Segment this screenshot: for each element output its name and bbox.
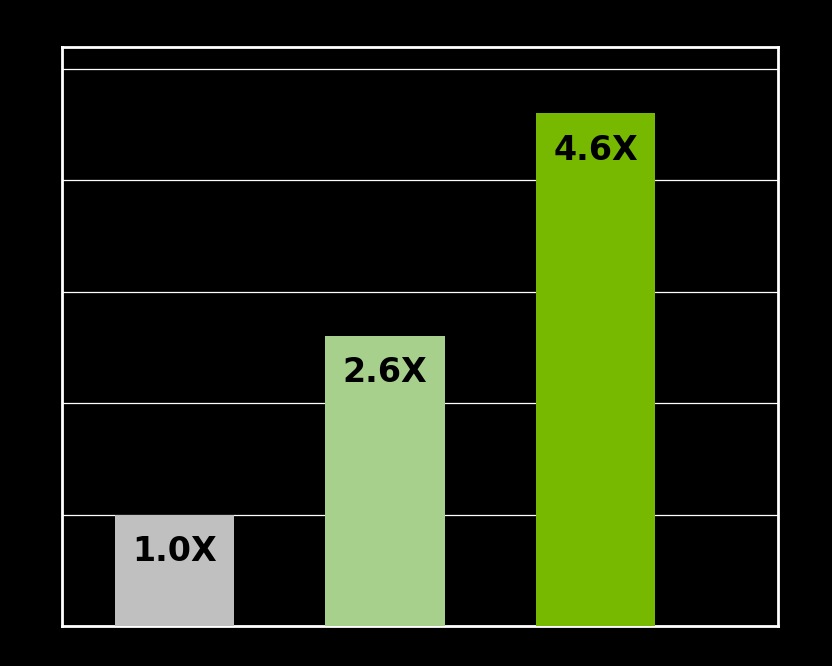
Text: 2.6X: 2.6X [343, 356, 428, 390]
Bar [536, 113, 655, 626]
Bar [325, 336, 445, 626]
Text: 1.0X: 1.0X [132, 535, 217, 567]
Bar [115, 515, 235, 626]
Text: 4.6X: 4.6X [553, 133, 638, 166]
